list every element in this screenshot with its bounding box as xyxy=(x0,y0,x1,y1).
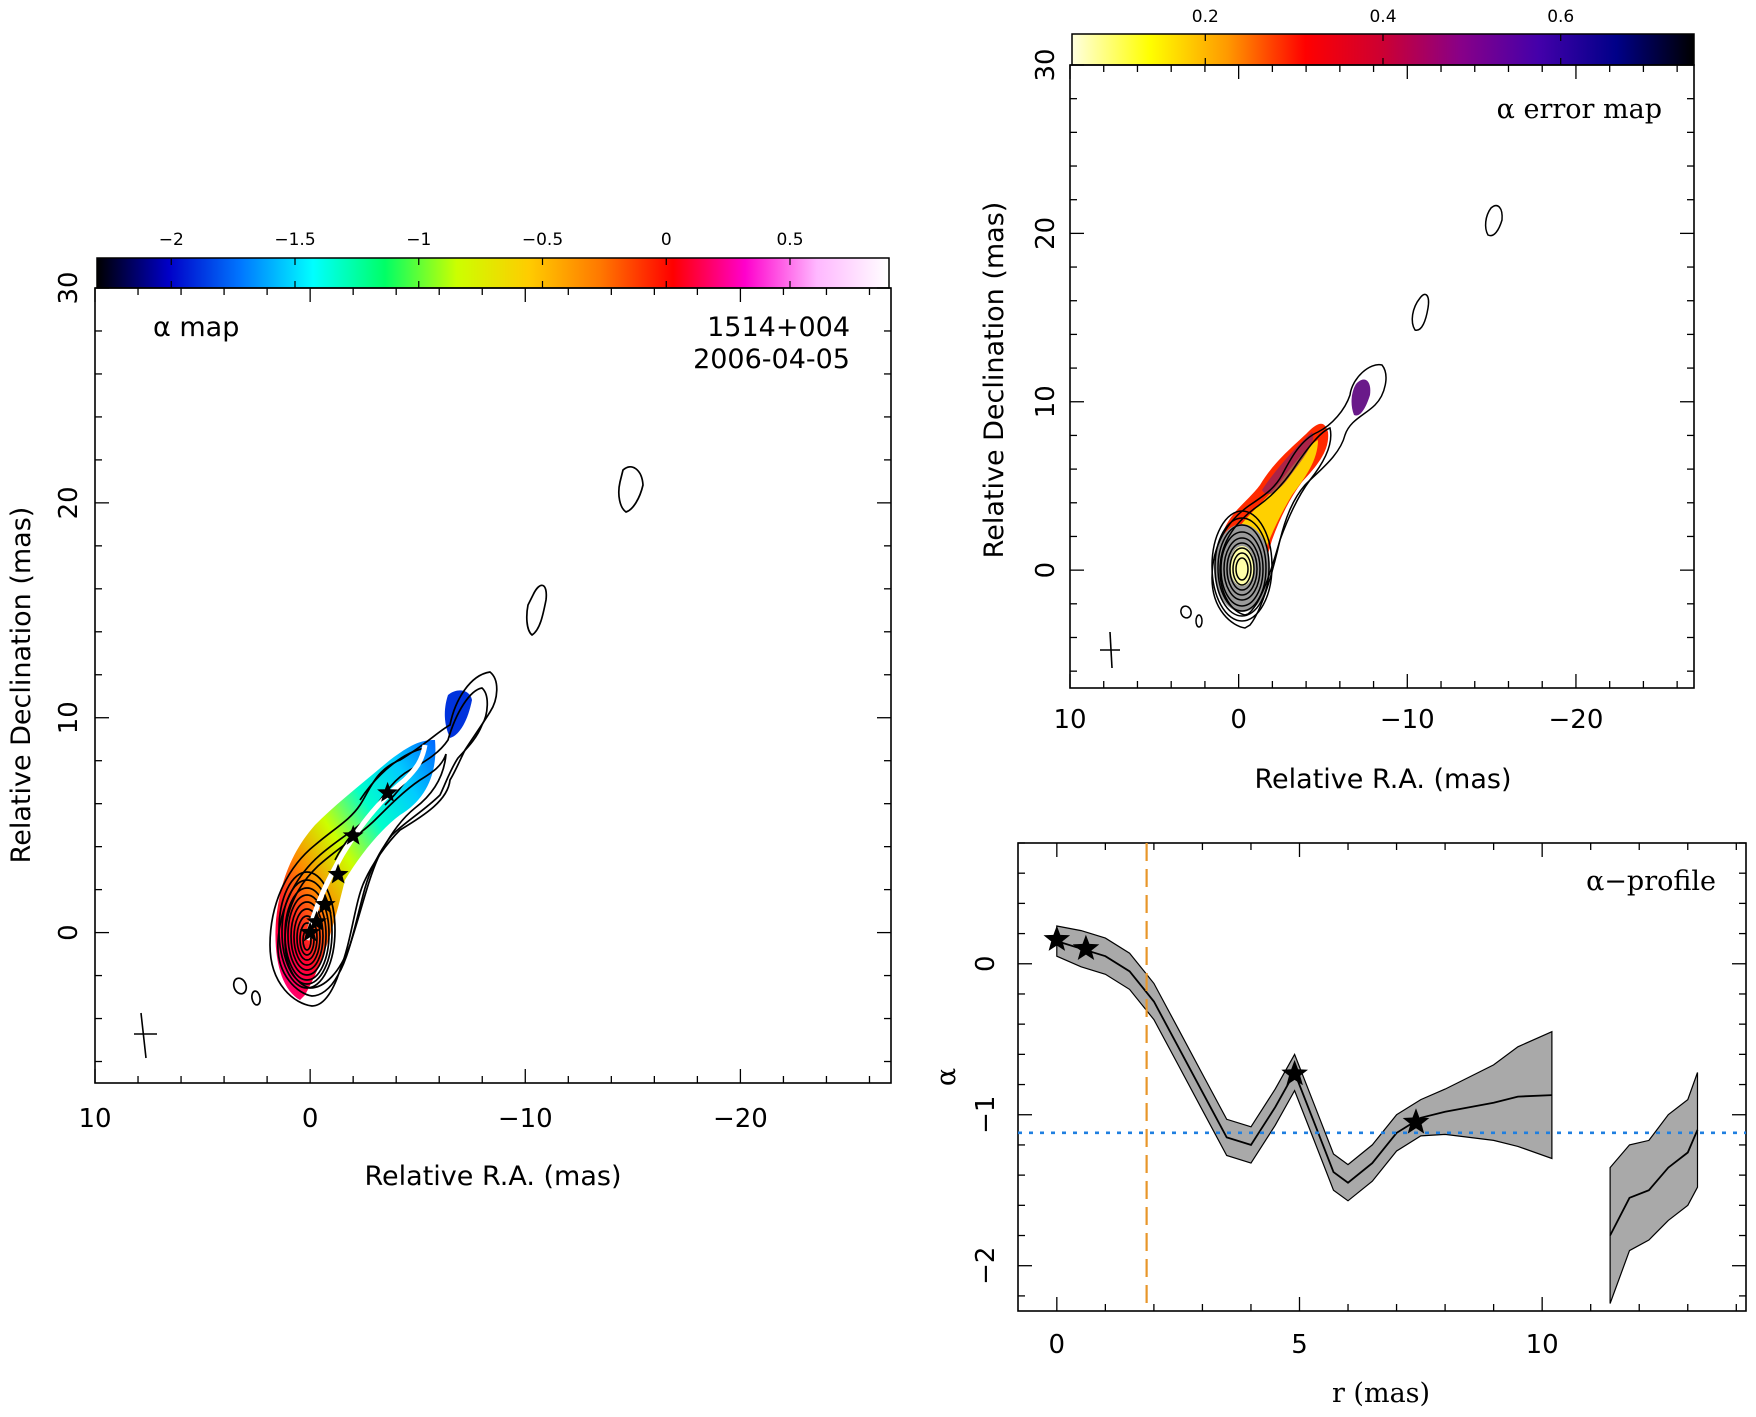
alpha-profile-axes: 0 5 10 0 −1 −2 xyxy=(971,842,1746,1360)
alpha-profile-line xyxy=(1056,940,1552,1184)
alpha-error-annotation: α error map xyxy=(1497,94,1662,125)
alpha-error-contours xyxy=(1180,204,1503,629)
x-tick-label: −10 xyxy=(1380,705,1435,735)
alpha-error-frame xyxy=(1069,64,1695,689)
alpha-map-ylabel: Relative Declination (mas) xyxy=(6,507,37,864)
alpha-map-xlabel: Relative R.A. (mas) xyxy=(365,1161,622,1192)
star-marker xyxy=(1043,925,1071,951)
alpha-map-colorbar xyxy=(96,257,890,289)
alpha-map-colorbar-ticks: −2 −1.5 −1 −0.5 0 0.5 xyxy=(159,230,804,288)
y-tick-label: 0 xyxy=(1031,562,1061,579)
x-tick-label: 5 xyxy=(1291,1330,1308,1360)
alpha-profile-lines xyxy=(1056,940,1699,1236)
alpha-error-knot-color xyxy=(1351,379,1371,416)
star-marker xyxy=(1072,934,1100,960)
star-marker xyxy=(306,910,328,931)
x-tick-label: 0 xyxy=(1049,1330,1066,1360)
alpha-error-ylabel: Relative Declination (mas) xyxy=(979,202,1010,559)
alpha-error-xlabel: Relative R.A. (mas) xyxy=(1255,764,1512,795)
y-tick-label: −1 xyxy=(971,1096,1001,1134)
alpha-map-ridge-line xyxy=(304,744,428,941)
alpha-profile-panel: 0 5 10 0 −1 −2 α−profile r (mas) α xyxy=(931,842,1747,1409)
alpha-map-frame xyxy=(94,287,892,1084)
star-marker xyxy=(1281,1060,1308,1086)
alpha-map-annotation: α map xyxy=(153,312,239,343)
alpha-error-axes: 10 0 −10 −20 0 10 20 30 xyxy=(1031,48,1694,735)
y-tick-label: 20 xyxy=(1031,217,1061,250)
alpha-map-stars xyxy=(299,781,398,942)
y-tick-label: 0 xyxy=(54,924,84,941)
alpha-map-jet-color xyxy=(275,740,436,1000)
colorbar-tick-label: 0 xyxy=(661,230,672,250)
alpha-profile-bands xyxy=(1056,925,1699,1304)
y-tick-label: 10 xyxy=(54,701,84,734)
alpha-profile-ylabel: α xyxy=(931,1068,962,1086)
alpha-profile-frame xyxy=(1017,842,1747,1312)
alpha-map-epoch: 2006-04-05 xyxy=(693,344,850,375)
beam-cross-left xyxy=(134,1012,157,1059)
alpha-error-colorbar-ticks: 0.2 0.4 0.6 xyxy=(1192,7,1574,65)
star-marker xyxy=(327,863,349,884)
y-tick-label: 10 xyxy=(1031,385,1061,418)
x-tick-label: −10 xyxy=(498,1104,553,1134)
alpha-map-contours xyxy=(232,466,644,1007)
x-tick-label: 0 xyxy=(302,1104,319,1134)
x-tick-label: 10 xyxy=(1526,1330,1559,1360)
star-marker xyxy=(342,824,364,845)
colorbar-tick-label: 0.4 xyxy=(1369,7,1396,27)
x-tick-label: 10 xyxy=(1053,705,1086,735)
y-tick-label: 0 xyxy=(971,956,1001,973)
alpha-profile-stars xyxy=(1043,925,1430,1134)
x-tick-label: −20 xyxy=(1549,705,1604,735)
alpha-map-image xyxy=(134,466,644,1059)
beam-cross-right xyxy=(1100,631,1120,669)
star-marker xyxy=(377,781,398,802)
error-band xyxy=(1056,925,1553,1202)
alpha-error-image xyxy=(1100,204,1503,669)
colorbar-tick-label: −0.5 xyxy=(522,230,563,250)
alpha-profile-reference-lines xyxy=(1018,843,1746,1311)
x-tick-label: −20 xyxy=(713,1104,768,1134)
star-marker xyxy=(299,921,321,942)
colorbar-tick-label: −1 xyxy=(406,230,431,250)
x-tick-label: 0 xyxy=(1230,705,1247,735)
y-tick-label: 30 xyxy=(1031,48,1061,81)
y-tick-label: 30 xyxy=(54,271,84,304)
alpha-profile-line xyxy=(1609,1129,1699,1236)
colorbar-tick-label: 0.5 xyxy=(776,230,803,250)
alpha-profile-xlabel: r (mas) xyxy=(1332,1378,1430,1409)
star-marker xyxy=(1402,1108,1430,1134)
alpha-map-panel: −2 −1.5 −1 −0.5 0 0.5 10 0 −10 −20 0 10 20 30 xyxy=(6,230,892,1192)
alpha-map-source-name: 1514+004 xyxy=(707,312,850,343)
colorbar-tick-label: 0.2 xyxy=(1192,7,1219,27)
y-tick-label: −2 xyxy=(971,1247,1001,1285)
x-tick-label: 10 xyxy=(78,1104,111,1134)
y-tick-label: 20 xyxy=(54,486,84,519)
error-band xyxy=(1609,1072,1699,1304)
alpha-error-panel: 0.2 0.4 0.6 10 0 −10 −20 0 10 20 30 xyxy=(979,7,1695,795)
colorbar-tick-label: 0.6 xyxy=(1547,7,1574,27)
alpha-error-edge-purple xyxy=(1262,432,1314,495)
colorbar-tick-label: −1.5 xyxy=(274,230,315,250)
alpha-profile-annotation: α−profile xyxy=(1586,866,1716,897)
alpha-map-axes: 10 0 −10 −20 0 10 20 30 xyxy=(54,271,891,1134)
star-marker xyxy=(314,893,336,914)
colorbar-tick-label: −2 xyxy=(159,230,184,250)
